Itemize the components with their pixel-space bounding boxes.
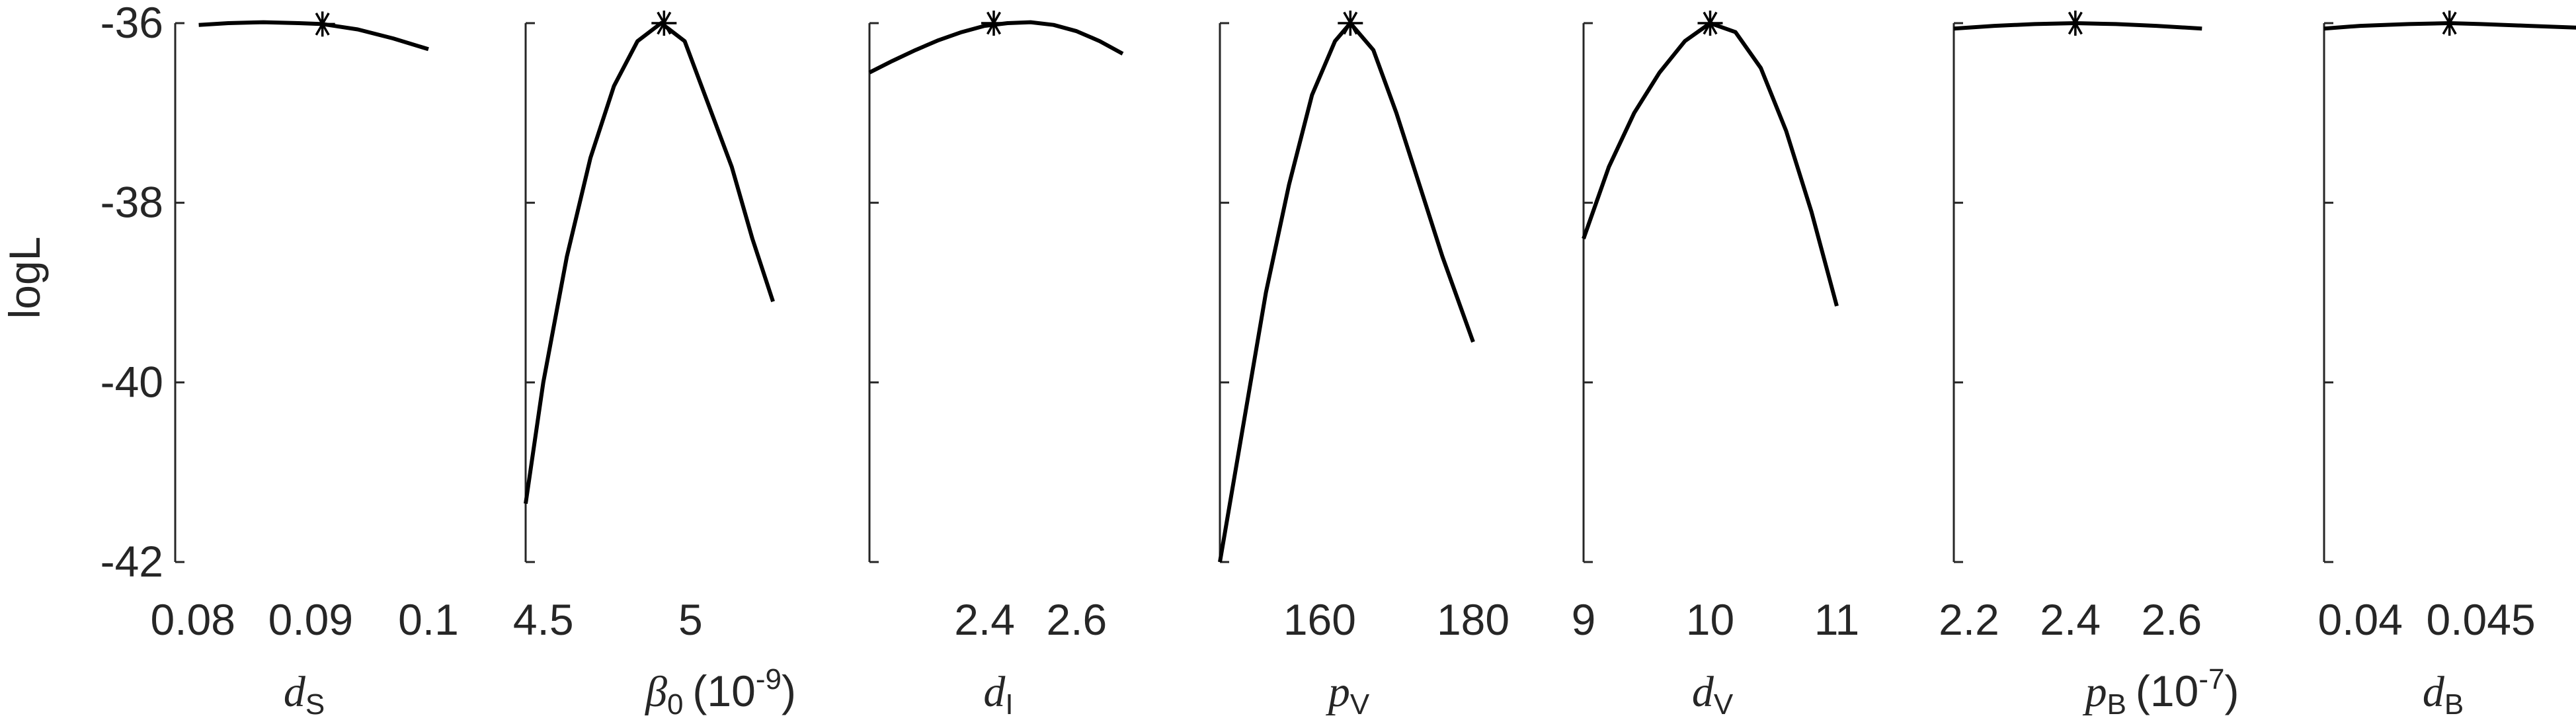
y-tick-label-0: -42 [101,537,163,586]
x-axis-title-dI: dI [983,668,1013,721]
best-fit-marker-dB [2436,11,2462,36]
x-tick-label-dS-2: 0.1 [398,595,459,644]
x-tick-label-dS-1: 0.09 [268,595,353,644]
best-fit-marker-dS [309,11,335,37]
best-fit-marker-pB [2062,11,2088,36]
x-axis-title-pV: pV [1326,668,1370,721]
x-axis-title-dV: dV [1692,668,1734,721]
y-tick-label-1: -40 [101,357,163,406]
best-fit-marker-dI [981,11,1007,36]
x-tick-label-pV-1: 180 [1437,595,1509,644]
y-tick-label-2: -38 [101,178,163,227]
x-tick-label-dV-1: 10 [1686,595,1734,644]
x-tick-label-pB-2: 2.6 [2142,595,2202,644]
best-fit-marker-beta0 [651,11,677,36]
x-axis-title-pB: pB (10-7) [2083,663,2239,721]
x-tick-label-dB-1: 0.045 [2427,595,2536,644]
profile-curve-dV [1582,21,1839,307]
best-fit-marker-dV [1697,11,1723,36]
x-tick-label-pV-0: 160 [1283,595,1356,644]
x-axis-title-dB: dB [2423,668,2464,721]
x-tick-label-dI-0: 2.4 [954,595,1015,644]
x-tick-label-dI-1: 2.6 [1046,595,1107,644]
x-tick-label-dS-0: 0.08 [150,595,235,644]
best-fit-marker-pV [1338,11,1363,36]
profile-curve-beta0 [524,21,775,504]
x-tick-label-dB-0: 0.04 [2317,595,2402,644]
y-axis-label: logL [0,237,49,319]
x-axis-title-beta0: β0 (10-9) [644,663,796,721]
x-axis-title-dS: dS [284,668,325,721]
x-tick-label-beta0-0: 4.5 [513,595,574,644]
profile-curve-dS [198,20,429,52]
profile-curve-dI [868,20,1124,75]
x-tick-label-dV-0: 9 [1572,595,1596,644]
x-tick-label-pB-1: 2.4 [2040,595,2101,644]
y-tick-label-3: -36 [101,0,163,47]
x-tick-label-pB-0: 2.2 [1939,595,1999,644]
x-tick-label-dV-2: 11 [1814,595,1860,644]
x-tick-label-beta0-1: 5 [678,595,703,644]
profile-curve-pV [1218,21,1475,563]
